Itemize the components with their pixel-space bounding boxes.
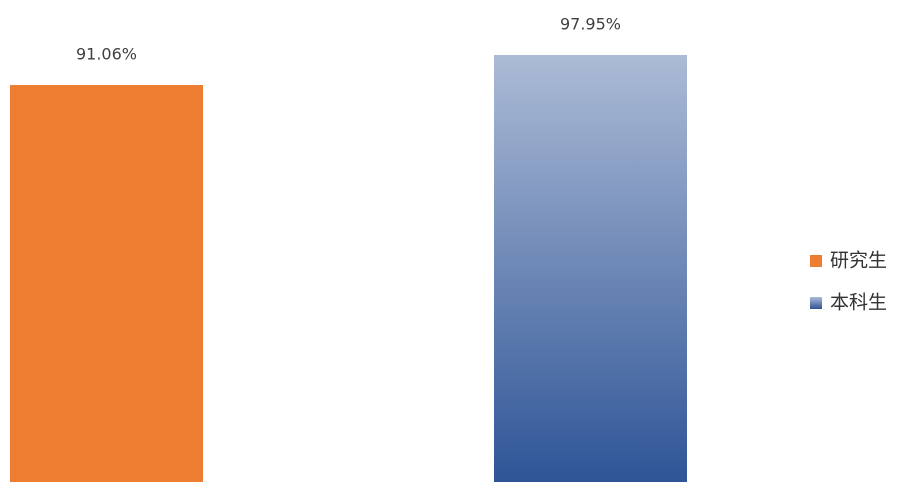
legend-text: 本科生: [830, 292, 887, 314]
data-label: 91.06%: [76, 45, 137, 64]
legend-text: 研究生: [830, 250, 887, 272]
bar: [494, 55, 687, 482]
data-label: 97.95%: [560, 15, 621, 34]
bar: [10, 85, 203, 482]
legend-swatch: [810, 297, 822, 309]
legend-swatch: [810, 255, 822, 267]
